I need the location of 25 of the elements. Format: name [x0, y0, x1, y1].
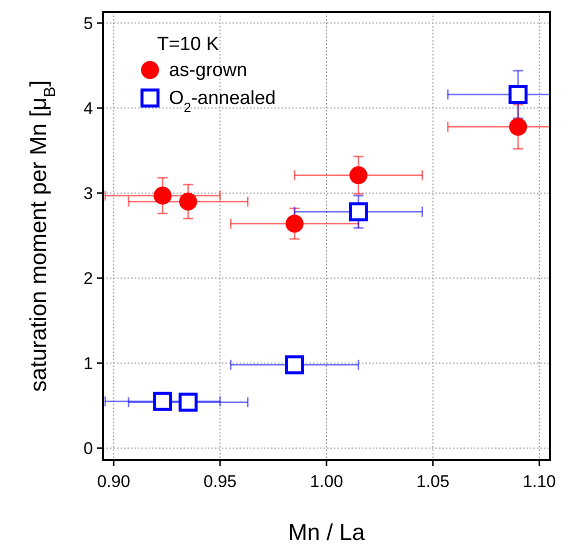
y-tick-label: 5: [84, 14, 93, 34]
legend-title: T=10 K: [157, 34, 220, 55]
y-tick-label: 2: [84, 269, 93, 288]
y-tick-label: 1: [84, 354, 93, 374]
x-axis-title: Mn / La: [288, 519, 366, 545]
x-tick-label: 1.00: [310, 472, 344, 491]
point: [286, 214, 304, 233]
y-tick-label: 4: [84, 99, 93, 118]
x-tick-label: 1.05: [416, 472, 450, 491]
point: [153, 392, 172, 411]
point: [349, 166, 368, 184]
y-tick-label: 0: [84, 439, 93, 458]
x-tick-label: 0.90: [97, 472, 130, 491]
point: [179, 192, 198, 211]
legend-label: as-grown: [169, 60, 248, 81]
point: [154, 186, 172, 205]
legend-label: O$_{2}$-annealed: [169, 88, 276, 114]
point: [508, 84, 528, 104]
point: [348, 202, 368, 222]
y-tick-label: 3: [84, 184, 93, 204]
x-tick-label: 0.95: [204, 472, 237, 491]
point: [178, 392, 198, 412]
x-tick-label: 1.10: [522, 472, 556, 491]
point: [509, 118, 528, 136]
point: [285, 355, 304, 374]
